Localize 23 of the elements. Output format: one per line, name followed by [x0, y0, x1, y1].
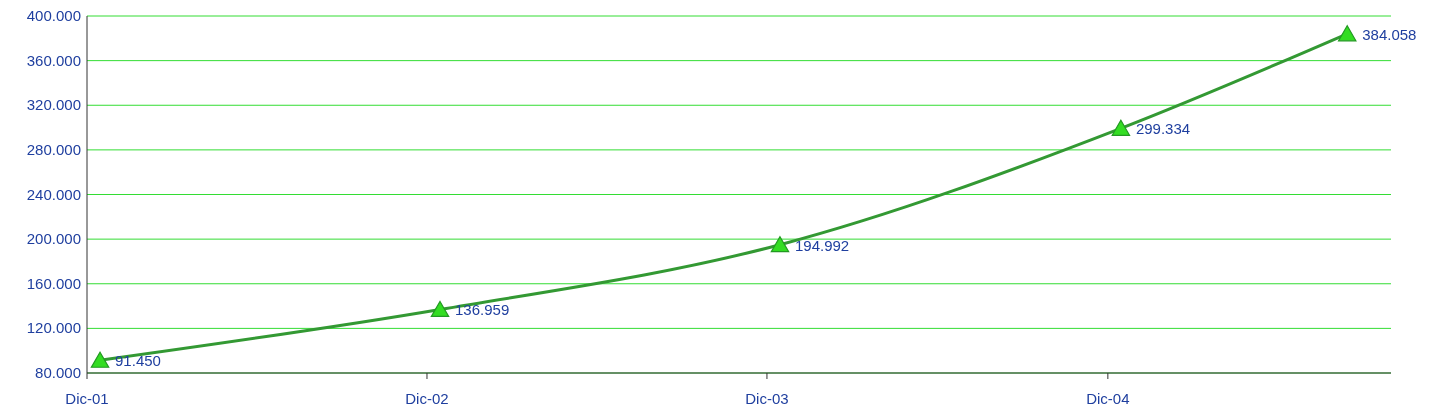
x-tick-label: Dic-04	[1086, 390, 1130, 407]
data-label: 384.058	[1362, 25, 1417, 43]
y-tick-label: 360.000	[26, 51, 81, 69]
y-tick-label: 120.000	[26, 319, 81, 337]
data-label: 299.334	[1135, 120, 1191, 138]
y-tick-label: 240.000	[26, 185, 81, 203]
point	[770, 236, 790, 253]
point	[90, 351, 110, 368]
point	[1337, 25, 1357, 42]
y-tick-label: 320.000	[26, 96, 81, 114]
x-tick-label: Dic-01	[65, 390, 109, 407]
y-tick-label: 400.000	[26, 7, 81, 24]
y-tick-label: 280.000	[26, 140, 81, 158]
data-label: 194.992	[794, 236, 850, 254]
x-tick-label: Dic-03	[745, 390, 789, 407]
y-tick-label: 160.000	[26, 274, 81, 292]
point	[430, 300, 450, 318]
x-tick-label: Dic-02	[405, 390, 449, 407]
point	[1111, 119, 1131, 136]
data-label: 136.959	[455, 301, 510, 319]
y-tick-label: 80.000	[35, 364, 81, 381]
data-label: 91.450	[115, 352, 161, 370]
y-tick-label: 200.000	[26, 230, 81, 248]
